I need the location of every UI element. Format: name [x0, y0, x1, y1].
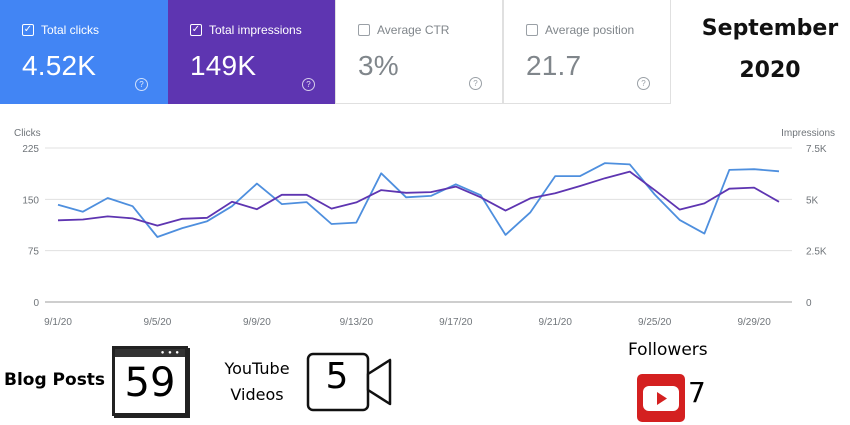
period-year: 2020 [739, 58, 801, 83]
x-tick-label: 9/29/20 [737, 317, 771, 328]
period-month: September [701, 16, 839, 41]
blog-posts-label: Blog Posts [4, 370, 106, 390]
y-axis-title-right: Impressions [781, 128, 835, 139]
card-value: 3% [358, 50, 399, 81]
average-ctr-card[interactable]: Average CTR 3% ? [335, 0, 503, 104]
card-label: Average position [545, 23, 635, 37]
y-tick-label-left: 150 [22, 195, 39, 206]
x-tick-label: 9/1/20 [44, 317, 72, 328]
x-tick-label: 9/13/20 [340, 317, 374, 328]
card-value: 149K [190, 50, 257, 81]
total-clicks-card[interactable]: ✓ Total clicks 4.52K ? [0, 0, 168, 104]
youtube-label-line1: YouTube [224, 359, 290, 378]
card-label: Average CTR [377, 23, 450, 37]
youtube-icon [637, 374, 685, 422]
youtube-videos-count: 5 [325, 356, 349, 397]
performance-chart: 225 7.5K 150 5K 75 2.5K 0 0 Clicks Impressions 9/… [14, 128, 835, 328]
y-tick-label-right: 2.5K [806, 247, 827, 258]
clicks-line [57, 162, 780, 238]
y-tick-label-left: 225 [22, 144, 39, 155]
card-label: Total clicks [41, 23, 100, 37]
card-label: Total impressions [209, 23, 302, 37]
checkbox-icon[interactable]: ✓ [22, 24, 34, 36]
period-label: September 2020 [690, 8, 850, 92]
x-tick-label: 9/5/20 [144, 317, 172, 328]
y-tick-label-left: 75 [28, 247, 40, 258]
y-tick-label-left: 0 [33, 298, 39, 309]
y-tick-label-right: 5K [806, 195, 819, 206]
help-icon[interactable]: ? [135, 78, 148, 91]
y-tick-label-right: 7.5K [806, 144, 827, 155]
youtube-label-line2: Videos [230, 385, 284, 404]
total-impressions-card[interactable]: ✓ Total impressions 149K ? [168, 0, 335, 104]
checkbox-icon[interactable] [358, 24, 370, 36]
youtube-videos-label: YouTube Videos [212, 356, 302, 408]
help-icon[interactable]: ? [469, 77, 482, 90]
card-value: 21.7 [526, 50, 582, 81]
browser-window-icon: ● ● ● 59 [112, 346, 188, 416]
x-tick-label: 9/9/20 [243, 317, 271, 328]
checkbox-icon[interactable] [526, 24, 538, 36]
x-tick-label: 9/17/20 [439, 317, 473, 328]
x-tick-label: 9/21/20 [539, 317, 573, 328]
blog-posts-count: 59 [124, 360, 176, 406]
average-position-card[interactable]: Average position 21.7 ? [503, 0, 671, 104]
y-axis-title-left: Clicks [14, 128, 41, 139]
followers-label: Followers [628, 340, 708, 360]
card-value: 4.52K [22, 50, 97, 81]
help-icon[interactable]: ? [302, 78, 315, 91]
video-camera-icon [306, 352, 392, 412]
followers-count: 7 [688, 376, 706, 409]
help-icon[interactable]: ? [637, 77, 650, 90]
checkbox-icon[interactable]: ✓ [190, 24, 202, 36]
impressions-line [57, 170, 780, 227]
x-tick-label: 9/25/20 [638, 317, 672, 328]
y-tick-label-right: 0 [806, 298, 812, 309]
